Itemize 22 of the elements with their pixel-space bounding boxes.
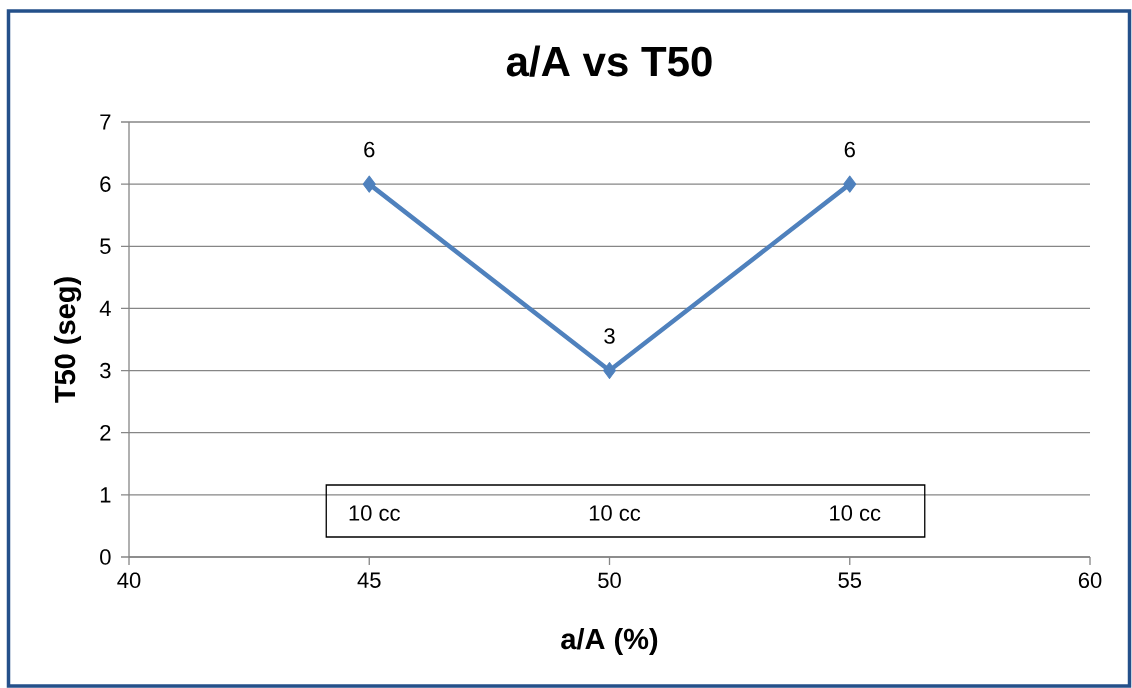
annotation: 10 cc: [349, 505, 400, 521]
x-axis-title: a/A (%): [561, 627, 658, 656]
x-tick-label: 45: [357, 572, 381, 588]
y-tick-label: 7: [100, 114, 111, 130]
y-tick-label: 2: [100, 425, 111, 441]
y-tick-label: 4: [99, 300, 111, 316]
chart-title: a/A vs T50: [506, 45, 712, 77]
x-tick-label: 50: [598, 572, 621, 589]
y-tick-label: 5: [100, 238, 111, 254]
data-label: 3: [604, 328, 615, 344]
data-label: 6: [844, 141, 855, 158]
y-tick-label: 6: [100, 176, 111, 192]
y-axis-title: T50 (seg): [53, 277, 82, 403]
y-tick-label: 1: [100, 487, 111, 503]
x-tick-label: 55: [838, 572, 862, 588]
x-tick-label: 60: [1078, 572, 1102, 589]
annotation: 10 cc: [830, 505, 881, 521]
data-label: 6: [364, 141, 375, 158]
y-tick-label: 0: [100, 549, 111, 565]
y-tick-label: 3: [100, 362, 111, 379]
x-tick-label: 40: [117, 572, 141, 589]
annotation: 10 cc: [589, 505, 641, 521]
